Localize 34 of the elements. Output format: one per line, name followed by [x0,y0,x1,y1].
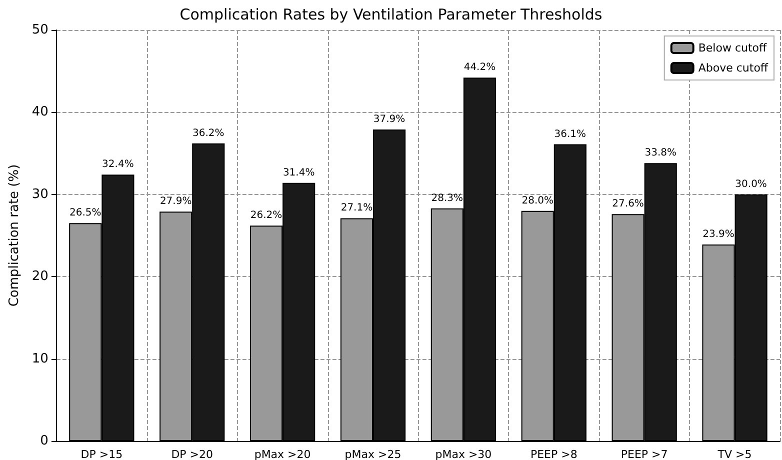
data-label: 37.9% [373,114,406,125]
data-label: 27.1% [340,202,373,214]
x-tick-label: TV >5 [716,448,752,460]
data-label: 44.2% [464,62,496,74]
y-tick-label: 30 [32,186,48,202]
y-axis-title: Complication rate (%) [7,164,22,307]
data-label: 26.5% [69,208,102,219]
data-label: 27.6% [612,198,644,210]
legend-label: Below cutoff [698,42,768,54]
y-tick-label: 10 [32,351,48,366]
y-tick-label: 0 [40,434,48,448]
x-tick-label: pMax >25 [344,448,402,460]
data-label: 32.4% [102,159,134,170]
data-label: 28.3% [431,192,464,204]
y-tick-label: 50 [32,22,48,38]
data-label: 36.1% [554,128,586,140]
chart-title: Complication Rates by Ventilation Parameter Thresholds [180,6,602,24]
data-label: 27.9% [160,196,192,208]
data-label: 28.0% [522,195,554,206]
x-tick-label: PEEP >7 [620,448,668,460]
data-label: 30.0% [735,178,767,190]
x-tick-label: pMax >20 [254,448,311,460]
x-tick-label: DP >20 [171,448,214,460]
data-label: 36.2% [192,128,224,139]
x-tick-label: DP >15 [80,448,123,460]
y-tick-label: 40 [32,104,48,120]
data-label: 31.4% [282,167,315,178]
data-label: 23.9% [702,229,734,240]
data-label: 33.8% [644,148,677,159]
x-tick-label: pMax >30 [435,448,492,460]
data-label: 26.2% [250,210,282,222]
y-tick-label: 20 [32,269,48,284]
x-tick-label: PEEP >8 [530,448,578,460]
legend-label: Above cutoff [698,62,768,74]
